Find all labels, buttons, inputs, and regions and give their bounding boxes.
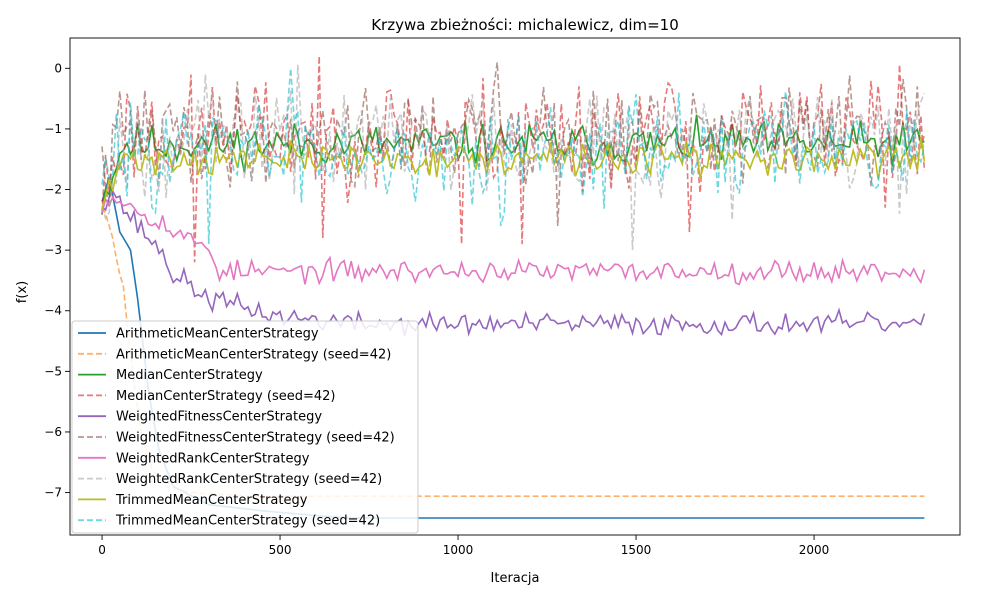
y-tick-label: −5 — [44, 364, 62, 378]
x-axis: 0 500 1000 1500 2000 — [98, 535, 829, 557]
chart-title: Krzywa zbieżności: michalewicz, dim=10 — [371, 16, 679, 34]
legend-label: WeightedRankCenterStrategy — [116, 451, 310, 466]
legend-label: MedianCenterStrategy — [116, 368, 263, 383]
series-line — [101, 68, 926, 245]
legend-label: WeightedRankCenterStrategy (seed=42) — [116, 472, 382, 487]
x-tick-label: 1500 — [621, 543, 652, 557]
legend-label: ArithmeticMeanCenterStrategy (seed=42) — [116, 347, 391, 362]
legend-label: MedianCenterStrategy (seed=42) — [116, 389, 335, 404]
series-line — [101, 189, 926, 337]
x-tick-label: 500 — [269, 543, 292, 557]
plot-frame — [69, 37, 961, 536]
legend: ArithmeticMeanCenterStrategy ArithmeticMe… — [71, 320, 419, 534]
y-axis: 0 −1 −2 −3 −4 −5 −6 −7 — [44, 61, 70, 500]
legend-label: WeightedFitnessCenterStrategy — [116, 410, 322, 425]
x-tick-label: 2000 — [799, 543, 830, 557]
y-axis-label: f(x) — [15, 281, 30, 303]
legend-label: WeightedFitnessCenterStrategy (seed=42) — [116, 431, 395, 446]
x-tick-label: 1000 — [443, 543, 474, 557]
series-line — [101, 136, 926, 210]
y-tick-label: −4 — [44, 304, 62, 318]
y-tick-label: −6 — [44, 425, 62, 439]
y-tick-label: −3 — [44, 243, 62, 257]
legend-frame — [71, 320, 419, 534]
x-axis-label: Iteracja — [491, 571, 540, 586]
legend-label: TrimmedMeanCenterStrategy — [115, 493, 308, 508]
series-line — [101, 64, 926, 251]
y-tick-label: −2 — [44, 183, 62, 197]
y-tick-label: 0 — [54, 61, 62, 75]
x-tick-label: 0 — [98, 543, 106, 557]
y-tick-label: −7 — [44, 486, 62, 500]
legend-label: ArithmeticMeanCenterStrategy — [116, 327, 319, 342]
legend-label: TrimmedMeanCenterStrategy (seed=42) — [115, 514, 380, 529]
series-line — [101, 195, 926, 286]
y-tick-label: −1 — [44, 122, 62, 136]
